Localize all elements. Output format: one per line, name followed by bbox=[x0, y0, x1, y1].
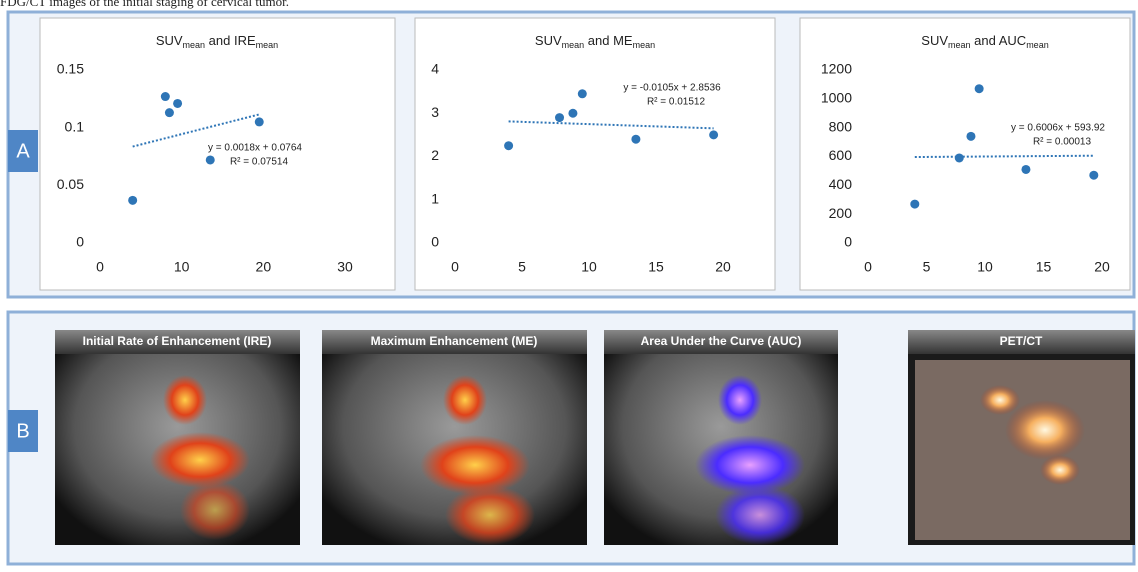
y-tick-label: 1200 bbox=[821, 61, 852, 77]
title-subscript: mean bbox=[948, 40, 971, 50]
y-tick-label: 0 bbox=[76, 234, 84, 250]
x-tick-label: 5 bbox=[923, 259, 931, 275]
point bbox=[975, 84, 984, 93]
x-tick-label: 30 bbox=[337, 259, 353, 275]
x-tick-label: 20 bbox=[715, 259, 731, 275]
trend-equation: y = 0.0018x + 0.0764 bbox=[208, 143, 302, 154]
point bbox=[631, 135, 640, 144]
point bbox=[128, 196, 137, 205]
y-tick-label: 3 bbox=[431, 104, 439, 120]
point bbox=[709, 130, 718, 139]
y-tick-label: 0.1 bbox=[65, 118, 85, 134]
point bbox=[910, 200, 919, 209]
x-tick-label: 0 bbox=[451, 259, 459, 275]
title-text: and AUC bbox=[971, 33, 1027, 48]
image-title: Maximum Enhancement (ME) bbox=[371, 334, 538, 348]
image-title: Initial Rate of Enhancement (IRE) bbox=[83, 334, 272, 348]
y-tick-label: 1000 bbox=[821, 90, 852, 106]
title-subscript: mean bbox=[633, 40, 656, 50]
trend-r2: R² = 0.07514 bbox=[230, 157, 289, 168]
point bbox=[161, 92, 170, 101]
point bbox=[966, 132, 975, 141]
y-tick-label: 1 bbox=[431, 190, 439, 206]
x-tick-label: 10 bbox=[977, 259, 993, 275]
point bbox=[504, 141, 513, 150]
point bbox=[1021, 165, 1030, 174]
y-tick-label: 0.05 bbox=[57, 176, 84, 192]
point bbox=[165, 108, 174, 117]
point bbox=[1089, 171, 1098, 180]
y-tick-label: 800 bbox=[829, 118, 853, 134]
image-me bbox=[322, 330, 587, 545]
x-tick-label: 15 bbox=[648, 259, 664, 275]
title-text: SUV bbox=[921, 33, 948, 48]
panel-label: B bbox=[16, 420, 29, 442]
point bbox=[173, 99, 182, 108]
trend-r2: R² = 0.00013 bbox=[1033, 137, 1092, 148]
title-text: and IRE bbox=[205, 33, 256, 48]
title-subscript: mean bbox=[562, 40, 585, 50]
x-tick-label: 10 bbox=[174, 259, 190, 275]
trend-r2: R² = 0.01512 bbox=[647, 97, 706, 108]
point bbox=[555, 113, 564, 122]
figure: FDG/CT images of the initial staging of … bbox=[0, 0, 1138, 567]
point bbox=[255, 117, 264, 126]
x-tick-label: 20 bbox=[256, 259, 272, 275]
y-tick-label: 0 bbox=[844, 234, 852, 250]
y-tick-label: 400 bbox=[829, 176, 853, 192]
point bbox=[578, 89, 587, 98]
y-tick-label: 600 bbox=[829, 147, 853, 163]
title-text: and ME bbox=[584, 33, 633, 48]
image-title: Area Under the Curve (AUC) bbox=[641, 334, 802, 348]
title-text: SUV bbox=[156, 33, 183, 48]
x-tick-label: 20 bbox=[1094, 259, 1110, 275]
image-petct bbox=[908, 330, 1135, 545]
point bbox=[568, 109, 577, 118]
image-title: PET/CT bbox=[1000, 334, 1043, 348]
panel-label: A bbox=[16, 140, 30, 162]
title-text: SUV bbox=[535, 33, 562, 48]
trend-equation: y = -0.0105x + 2.8536 bbox=[623, 83, 721, 94]
y-tick-label: 2 bbox=[431, 147, 439, 163]
title-subscript: mean bbox=[256, 40, 279, 50]
point bbox=[955, 153, 964, 162]
y-tick-label: 0.15 bbox=[57, 61, 84, 77]
y-tick-label: 4 bbox=[431, 61, 439, 77]
title-subscript: mean bbox=[183, 40, 206, 50]
caption: FDG/CT images of the initial staging of … bbox=[0, 0, 289, 9]
x-tick-label: 0 bbox=[96, 259, 104, 275]
chart-frame bbox=[40, 18, 395, 290]
trend-equation: y = 0.6006x + 593.92 bbox=[1011, 123, 1105, 134]
point bbox=[206, 155, 215, 164]
title-subscript: mean bbox=[1026, 40, 1049, 50]
x-tick-label: 10 bbox=[581, 259, 597, 275]
image-auc bbox=[604, 330, 838, 545]
x-tick-label: 5 bbox=[518, 259, 526, 275]
x-tick-label: 0 bbox=[864, 259, 872, 275]
x-tick-label: 15 bbox=[1036, 259, 1052, 275]
y-tick-label: 200 bbox=[829, 205, 853, 221]
image-ire bbox=[55, 330, 300, 545]
chart-frame bbox=[415, 18, 775, 290]
y-tick-label: 0 bbox=[431, 234, 439, 250]
